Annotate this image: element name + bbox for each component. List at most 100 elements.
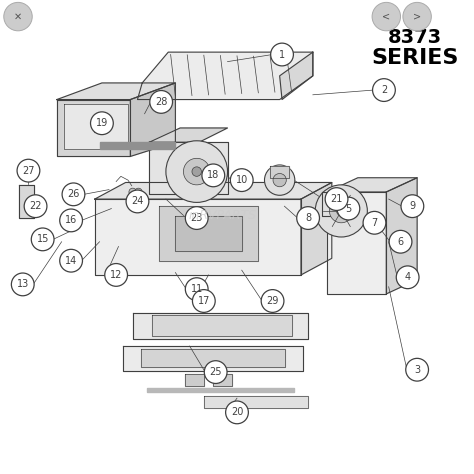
Text: >: > — [413, 11, 421, 22]
Text: 11: 11 — [191, 284, 203, 294]
Circle shape — [129, 188, 137, 196]
Polygon shape — [130, 83, 175, 156]
Polygon shape — [327, 192, 386, 294]
Circle shape — [315, 185, 367, 237]
Text: 25: 25 — [210, 367, 222, 377]
Polygon shape — [95, 182, 332, 199]
Circle shape — [192, 167, 201, 176]
Text: ✕: ✕ — [14, 11, 22, 22]
Circle shape — [166, 141, 228, 202]
Text: 20: 20 — [231, 407, 243, 418]
Text: 16: 16 — [65, 215, 77, 226]
Text: 26: 26 — [67, 189, 80, 200]
Circle shape — [271, 43, 293, 66]
Circle shape — [91, 112, 113, 135]
Circle shape — [183, 158, 210, 185]
Circle shape — [396, 266, 419, 289]
Text: SERIES: SERIES — [371, 48, 458, 68]
Polygon shape — [64, 104, 128, 149]
Circle shape — [150, 91, 173, 113]
Circle shape — [273, 173, 286, 187]
Circle shape — [297, 207, 319, 229]
Circle shape — [185, 207, 208, 229]
Circle shape — [202, 164, 225, 187]
Polygon shape — [149, 142, 228, 194]
Text: 7: 7 — [371, 218, 378, 228]
Text: 18: 18 — [207, 170, 219, 181]
Circle shape — [126, 190, 149, 213]
Circle shape — [11, 273, 34, 296]
Text: 8: 8 — [305, 213, 311, 223]
Circle shape — [403, 2, 431, 31]
Circle shape — [261, 290, 284, 312]
Text: 1: 1 — [279, 49, 285, 60]
Circle shape — [185, 278, 208, 301]
Polygon shape — [57, 83, 175, 100]
Polygon shape — [159, 206, 258, 261]
Polygon shape — [280, 52, 313, 100]
Circle shape — [389, 230, 412, 253]
Text: 12: 12 — [110, 270, 122, 280]
Polygon shape — [301, 182, 332, 275]
Text: 2: 2 — [381, 85, 387, 95]
Text: 17: 17 — [198, 296, 210, 306]
Text: 5: 5 — [345, 203, 352, 214]
Circle shape — [17, 159, 40, 182]
Text: 15: 15 — [36, 234, 49, 245]
Circle shape — [329, 199, 353, 223]
Circle shape — [401, 195, 424, 218]
Circle shape — [31, 228, 54, 251]
Polygon shape — [327, 178, 417, 192]
Polygon shape — [57, 100, 130, 156]
Polygon shape — [149, 128, 228, 142]
Polygon shape — [386, 178, 417, 294]
Circle shape — [373, 79, 395, 101]
Circle shape — [264, 165, 295, 195]
Circle shape — [337, 206, 346, 216]
Text: 14: 14 — [65, 255, 77, 266]
Polygon shape — [322, 192, 337, 216]
Circle shape — [406, 358, 428, 381]
Text: 22: 22 — [29, 201, 42, 211]
Polygon shape — [100, 142, 175, 149]
Circle shape — [230, 169, 253, 191]
Polygon shape — [141, 349, 285, 367]
Circle shape — [60, 249, 82, 272]
Circle shape — [24, 195, 47, 218]
Polygon shape — [95, 199, 301, 275]
Text: 24: 24 — [131, 196, 144, 207]
Text: 19: 19 — [96, 118, 108, 128]
Circle shape — [4, 2, 32, 31]
Text: <: < — [382, 11, 391, 22]
Polygon shape — [204, 396, 308, 408]
Polygon shape — [270, 166, 289, 178]
Polygon shape — [133, 313, 308, 339]
Text: 8373: 8373 — [388, 28, 442, 47]
Polygon shape — [213, 374, 232, 386]
Circle shape — [325, 188, 348, 210]
Circle shape — [372, 2, 401, 31]
Circle shape — [105, 264, 128, 286]
Polygon shape — [123, 346, 303, 371]
Text: inRVPARTS: inRVPARTS — [189, 209, 257, 222]
Polygon shape — [175, 216, 242, 251]
Circle shape — [135, 188, 142, 196]
Text: 23: 23 — [191, 213, 203, 223]
Text: 10: 10 — [236, 175, 248, 185]
Circle shape — [204, 361, 227, 383]
Text: 27: 27 — [22, 165, 35, 176]
Polygon shape — [19, 185, 34, 218]
Circle shape — [363, 211, 386, 234]
Polygon shape — [152, 315, 292, 336]
Text: 3: 3 — [414, 365, 420, 375]
Circle shape — [60, 209, 82, 232]
Polygon shape — [137, 52, 313, 100]
Text: 21: 21 — [330, 194, 343, 204]
Text: 28: 28 — [155, 97, 167, 107]
Text: 6: 6 — [398, 237, 403, 247]
Circle shape — [226, 401, 248, 424]
Text: 29: 29 — [266, 296, 279, 306]
Polygon shape — [185, 374, 204, 386]
Polygon shape — [147, 388, 294, 392]
Text: 13: 13 — [17, 279, 29, 290]
